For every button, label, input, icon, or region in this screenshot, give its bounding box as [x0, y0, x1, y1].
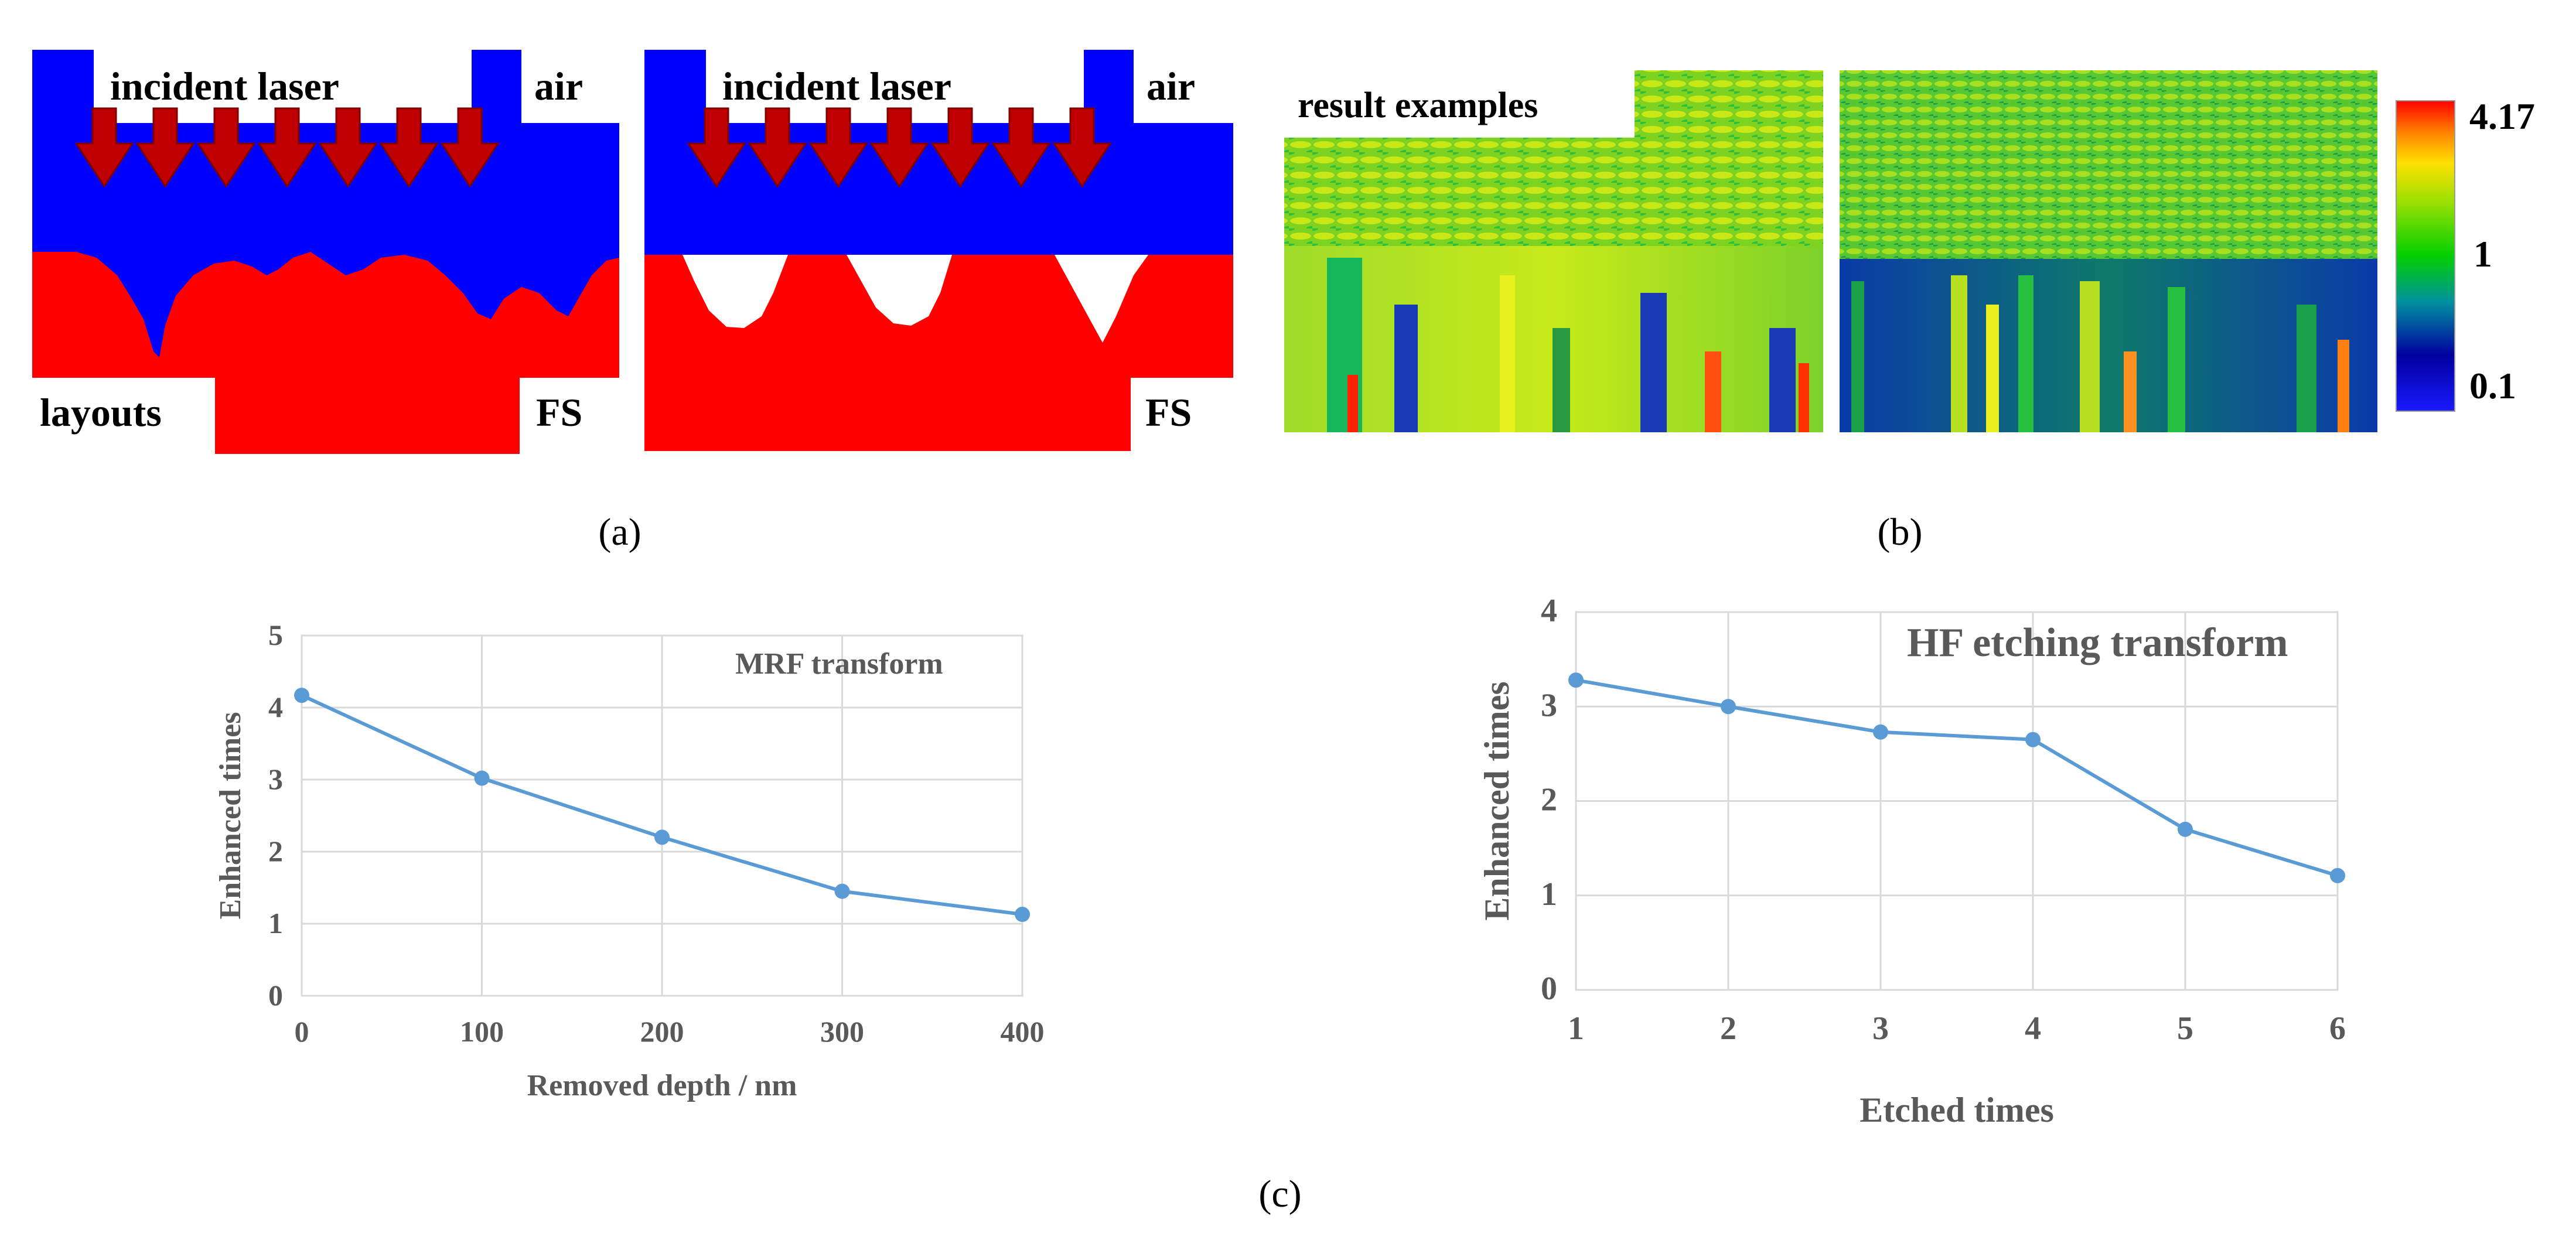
result-right-upper-ripples: [1840, 70, 2377, 259]
layout-left-air-label: air: [534, 64, 583, 108]
colorbar-max-label: 4.17: [2469, 95, 2535, 137]
colorbar-gradient: [2396, 100, 2455, 412]
layout-left-laser-arrow-7-icon: [440, 107, 500, 188]
chart2-data-point: [1721, 699, 1736, 715]
layout-left-white-bottom-right: [520, 378, 619, 454]
layout-right-laser-arrow-5-icon: [930, 107, 990, 188]
chart2-data-point: [2330, 867, 2345, 883]
layout-left-laser-arrow-3-icon: [196, 107, 256, 188]
result-right-hotspots: [1851, 275, 2349, 432]
chart1-xtick-label: 300: [820, 1015, 864, 1048]
chart1-ytick-label: 1: [268, 907, 283, 940]
chart2-ylabel: Enhanced times: [1478, 681, 1516, 920]
chart1-xtick-label: 200: [640, 1015, 684, 1048]
chart1-data-point: [474, 770, 490, 786]
chart2-xtick-label: 5: [2177, 1010, 2193, 1047]
chart1-ytick-label: 0: [268, 979, 283, 1012]
caption-a: (a): [598, 511, 641, 554]
result-examples-label: result examples: [1298, 86, 1538, 125]
result-example-right: [1840, 70, 2377, 432]
layout-left-laser-arrow-1-icon: [74, 107, 134, 188]
chart2-data-point: [1568, 672, 1584, 688]
chart2-ytick-label: 1: [1541, 876, 1557, 913]
layout-left-arrows: [74, 107, 500, 188]
layout-left-fs-label: FS: [536, 390, 582, 435]
layout-right-laser-arrow-4-icon: [869, 107, 929, 188]
colorbar-min-label: 0.1: [2469, 365, 2516, 406]
result-left-hotspots: [1327, 258, 1809, 432]
layout-left-substrate-region: [32, 252, 619, 378]
chart2-ytick-label: 4: [1541, 593, 1557, 629]
result-right-lower-field: [1840, 259, 2377, 432]
chart2-xtick-label: 2: [1720, 1010, 1736, 1047]
chart1-data-point: [834, 883, 850, 899]
layout-right-air-label: air: [1147, 64, 1195, 108]
chart2-data-point: [2178, 821, 2193, 837]
layout-right-laser-arrow-2-icon: [748, 107, 807, 188]
chart1-ytick-label: 5: [268, 619, 283, 651]
layout-left-white-bottom-left: [32, 378, 215, 454]
chart2-plot-frame: [1575, 611, 2339, 991]
layout-left: incident laser air layouts FS: [32, 50, 619, 454]
chart1-data-point: [1015, 907, 1030, 923]
chart1-data-point: [294, 688, 309, 703]
chart1-xtick-label: 100: [460, 1015, 504, 1048]
layout-right-laser-arrow-1-icon: [687, 107, 746, 188]
chart2-ytick-label: 0: [1541, 971, 1557, 1007]
chart2-ytick-label: 3: [1541, 687, 1557, 723]
layout-left-laser-arrow-2-icon: [135, 107, 195, 188]
layout-left-white-top-right: [521, 50, 619, 123]
chart1-ylabel: Enhanced times: [214, 712, 247, 920]
colorbar-mid-label: 1: [2473, 233, 2492, 275]
chart1-ytick-label: 2: [268, 835, 283, 867]
layout-right-white-top-right: [1134, 50, 1233, 123]
layout-left-layouts-label: layouts: [40, 390, 162, 435]
chart2-ytick-label: 2: [1541, 782, 1557, 818]
chart2-xtick-label: 4: [2025, 1010, 2041, 1047]
layout-left-laser-arrow-5-icon: [318, 107, 378, 188]
result-example-left: result examples: [1284, 70, 1823, 432]
chart2-xtick-label: 3: [1872, 1010, 1889, 1047]
chart2-data-point: [1873, 724, 1888, 740]
chart1-xtick-label: 400: [1001, 1015, 1045, 1048]
layout-right-substrate-region: [644, 255, 1233, 378]
chart2-data-point: [2025, 732, 2041, 747]
layout-right-laser-arrow-6-icon: [991, 107, 1051, 188]
chart-mrf-transform: 0 1 2 3 4 5 0 100 200 300 400 MRF transform Removed …: [214, 619, 1045, 1102]
layout-right-white-bottom-right: [1131, 378, 1233, 451]
chart1-ytick-label: 4: [268, 691, 283, 723]
colorbar: 4.17 1 0.1: [2396, 95, 2535, 412]
layout-right-laser-arrow-3-icon: [808, 107, 868, 188]
layout-left-incident-label: incident laser: [110, 64, 339, 108]
layout-left-laser-arrow-4-icon: [257, 107, 317, 188]
chart1-data-point: [654, 829, 670, 845]
chart1-xtick-label: 0: [295, 1015, 309, 1048]
layout-right-arrows: [687, 107, 1112, 188]
chart1-title: MRF transform: [735, 647, 943, 681]
layout-right-substrate-bottom: [644, 378, 1131, 451]
layout-right-laser-arrow-7-icon: [1052, 107, 1112, 188]
chart2-xtick-label: 1: [1568, 1010, 1584, 1047]
chart2-xlabel: Etched times: [1860, 1091, 2054, 1129]
result-left-white-notch: [1284, 70, 1635, 138]
caption-c: (c): [1258, 1173, 1301, 1215]
chart2-title: HF etching transform: [1907, 620, 2288, 665]
layout-left-substrate-bottom: [215, 378, 520, 454]
layout-right: incident laser air FS: [644, 50, 1233, 451]
chart2-series-line: [1575, 678, 2338, 877]
layout-right-fs-label: FS: [1145, 390, 1192, 435]
layout-left-laser-arrow-6-icon: [379, 107, 439, 188]
chart1-ytick-label: 3: [268, 763, 283, 795]
chart1-plot-frame: [301, 634, 1023, 997]
chart2-xtick-label: 6: [2329, 1010, 2346, 1047]
layout-right-incident-label: incident laser: [722, 64, 951, 108]
caption-b: (b): [1878, 511, 1923, 554]
chart1-xlabel: Removed depth / nm: [527, 1069, 797, 1102]
